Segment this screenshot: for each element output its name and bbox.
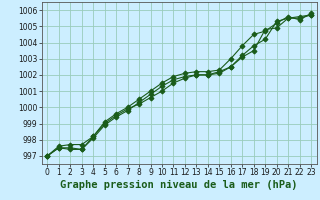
X-axis label: Graphe pression niveau de la mer (hPa): Graphe pression niveau de la mer (hPa) [60,180,298,190]
